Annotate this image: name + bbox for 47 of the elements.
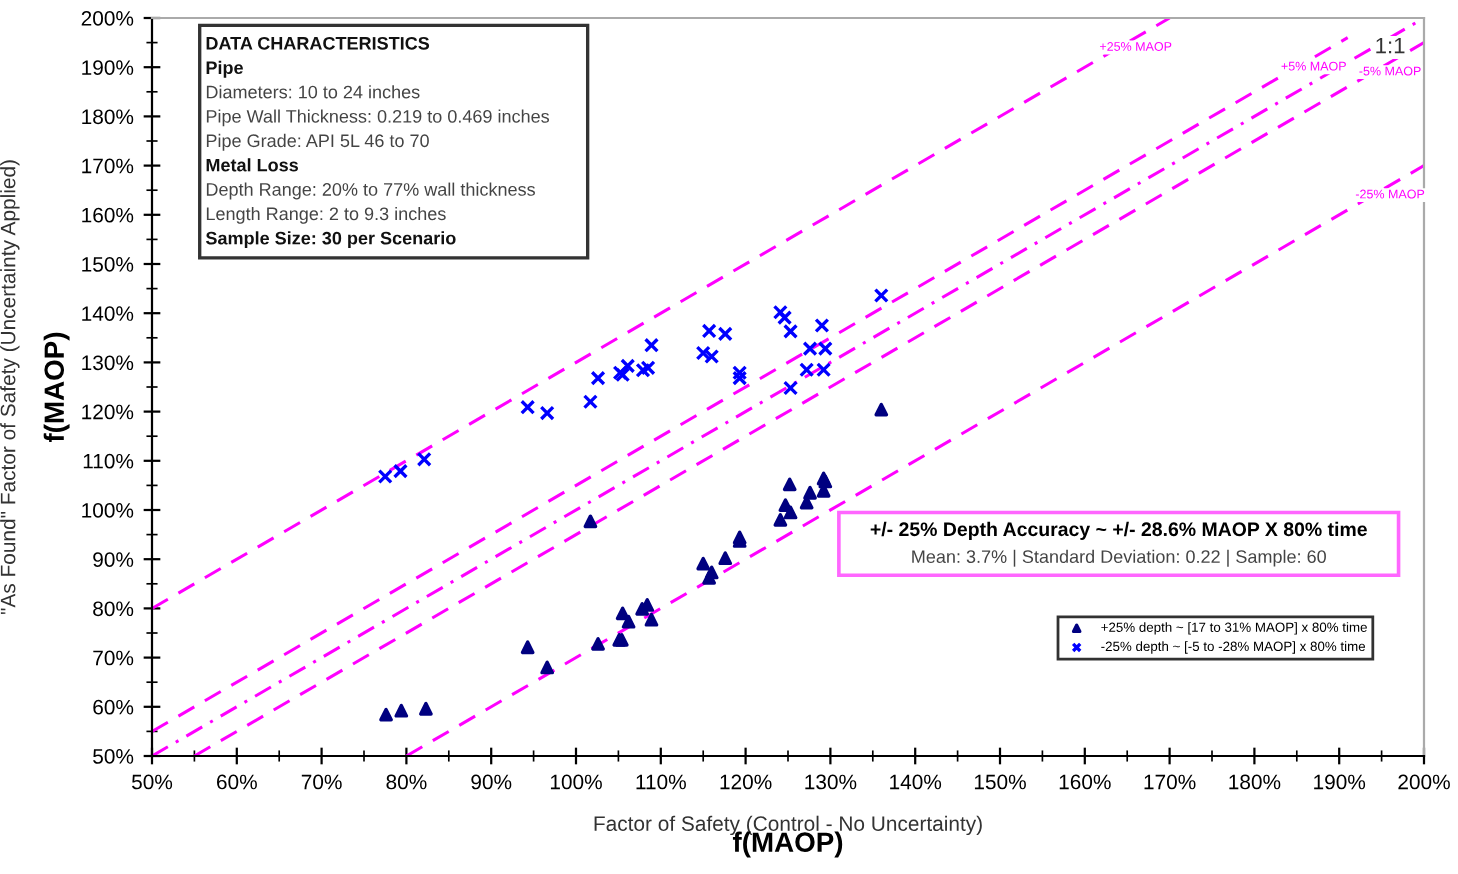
x-tick-label: 70%	[301, 774, 342, 790]
annotation: Pipe Grade: API 5L 46 to 70	[206, 133, 429, 151]
y-tick-label: 200%	[81, 11, 134, 26]
series-label: 1:1	[1376, 37, 1405, 54]
text: f(MAOP)	[43, 332, 70, 443]
text: f(MAOP)	[732, 831, 843, 858]
y-tick-label: 70%	[93, 650, 134, 666]
y-tick-label: 100%	[82, 503, 134, 518]
y-tick-label: 150%	[82, 257, 134, 272]
x-tick-label: 80%	[386, 774, 427, 790]
annotation: DATA CHARACTERISTICS	[206, 36, 430, 50]
x-tick-label: 90%	[471, 774, 512, 790]
x-tick-label: 110%	[636, 774, 686, 790]
y-tick-label: 120%	[82, 404, 134, 420]
annotation: Sample Size: 30 per Scenario	[205, 231, 456, 249]
y-tick-label: 180%	[82, 109, 134, 125]
y-tick-label: 160%	[82, 207, 134, 223]
y-tick-label: 110%	[83, 453, 134, 469]
annotation: Mean: 3.7% | Standard Deviation: 0.22 | Sample: 60	[912, 549, 1326, 567]
annotation: Diameters: 10 to 24 inches	[206, 85, 420, 99]
x-tick-label: 170%	[1144, 774, 1196, 790]
x-tick-label: 50%	[131, 774, 173, 790]
y-tick-label: 60%	[93, 699, 134, 715]
y-tick-label: 90%	[93, 552, 134, 567]
x-tick-label: 60%	[217, 774, 257, 790]
x-tick-label: 130%	[805, 774, 857, 790]
annotation: +/- 25% Depth Accuracy ~ +/- 28.6% MAOP X 80% time	[870, 521, 1367, 540]
x-tick-label: 190%	[1314, 774, 1366, 790]
annotation: Depth Range: 20% to 77% wall thickness	[206, 182, 535, 200]
x-tick-label: 140%	[890, 774, 942, 790]
annotation: Pipe Wall Thickness: 0.219 to 0.469 inches	[206, 109, 550, 127]
y-tick-label: 170%	[82, 158, 134, 174]
y-tick-label: 130%	[82, 355, 134, 371]
annotation: Metal Loss	[206, 158, 298, 172]
y-tick-label: 50%	[93, 749, 134, 764]
y-tick-label: 190%	[82, 60, 134, 75]
annotation: Length Range: 2 to 9.3 inches	[206, 206, 446, 224]
y-axis-title: "As Found" Factor of Safety (Uncertainty Applied)	[0, 160, 20, 615]
annotation: Pipe	[206, 60, 243, 78]
x-tick-label: 200%	[1398, 774, 1450, 790]
x-tick-label: 180%	[1229, 774, 1281, 790]
y-tick-label: 140%	[82, 306, 134, 321]
x-tick-label: 150%	[974, 774, 1026, 790]
x-tick-label: 120%	[720, 774, 772, 790]
y-tick-label: 80%	[93, 601, 134, 617]
x-tick-label: 100%	[550, 774, 602, 790]
x-tick-label: 160%	[1059, 774, 1111, 790]
